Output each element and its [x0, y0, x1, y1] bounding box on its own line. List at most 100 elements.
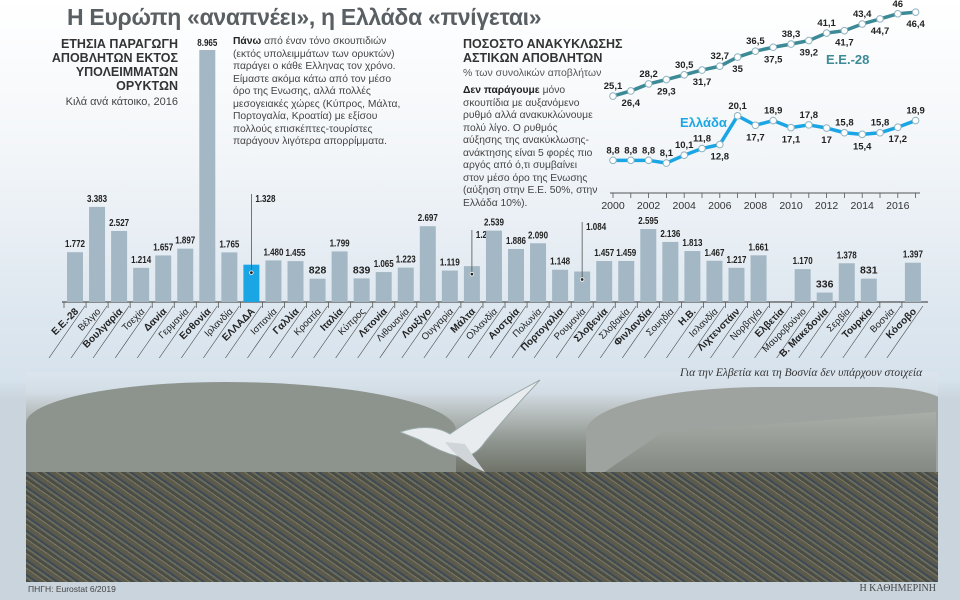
series-0-point-5 [698, 66, 706, 74]
commentary-lead: Πάνω [233, 36, 262, 47]
legend-greece: Ελλάδα [680, 115, 727, 130]
series-1-label-3: 8,1 [660, 148, 674, 159]
bar-value-label-30: 1.217 [727, 254, 747, 266]
bar-29 [706, 260, 723, 302]
series-0-point-13 [840, 26, 849, 35]
bar-value-label-16: 2.697 [418, 212, 438, 224]
bar-chart-subtitle: Κιλά ανά κάτοικο, 2016 [65, 96, 178, 108]
bar-38 [904, 262, 921, 302]
bar-label-leader-8 [225, 305, 262, 359]
series-1-point-7 [733, 112, 742, 120]
bar-value-label-29: 1.467 [704, 247, 724, 259]
bar-value-label-38: 1.397 [903, 249, 923, 261]
series-0-point-9 [769, 43, 778, 52]
title-line: ΥΠΟΛΕΙΜΜΑΤΩΝ [75, 65, 178, 79]
series-0-label-0: 25,1 [604, 81, 623, 92]
bar-label-leader-25 [600, 305, 637, 359]
series-1-label-17: 18,9 [906, 106, 925, 117]
title-line: ΟΡΥΚΤΩΝ [116, 79, 178, 93]
bar-label-leader-5 [159, 305, 196, 359]
bar-23 [574, 271, 591, 302]
title-line: ΠΟΣΟΣΤΟ ΑΝΑΚΥΚΛΩΣΗΣ [463, 37, 623, 51]
title-line: ΑΣΤΙΚΩΝ ΑΠΟΒΛΗΤΩΝ [463, 51, 603, 65]
bar-17 [441, 270, 458, 302]
bar-1 [89, 206, 106, 302]
bar-label-leader-33 [776, 305, 813, 359]
bar-value-label-19: 2.539 [484, 217, 504, 229]
series-0-label-1: 26,4 [622, 98, 641, 109]
series-1-point-2 [644, 156, 653, 165]
leader-dot-23 [579, 277, 585, 282]
bar-label-leader-29 [688, 305, 725, 359]
bar-value-label-28: 1.813 [682, 237, 702, 249]
bar-19 [485, 230, 502, 302]
bar-9 [265, 260, 282, 302]
bar-20 [508, 248, 524, 302]
series-0-label-7: 35 [732, 64, 743, 75]
bar-label-leader-17 [423, 305, 461, 359]
bar-label-leader-23 [555, 305, 593, 359]
bar-18 [463, 266, 480, 302]
x-tick-label-2008: 2008 [744, 200, 768, 212]
series-1-point-12 [822, 124, 831, 132]
x-tick-label-2010: 2010 [779, 200, 803, 212]
series-1-point-15 [876, 128, 884, 137]
series-1-label-0: 8,8 [606, 145, 619, 156]
series-0-label-13: 41,7 [835, 38, 854, 49]
landfill-photo [26, 372, 938, 582]
bar-label-leader-9 [247, 305, 284, 359]
bar-value-label-2: 2.527 [109, 217, 129, 229]
bar-3 [133, 267, 150, 302]
bar-27 [662, 241, 679, 302]
bar-value-label-31: 1.661 [749, 241, 769, 253]
bar-value-label-36: 831 [860, 265, 878, 277]
series-1-label-15: 15,8 [871, 118, 890, 129]
series-1-point-14 [858, 130, 867, 139]
series-1-point-17 [911, 116, 920, 125]
bar-label-leader-10 [269, 305, 306, 359]
series-1-label-13: 15,8 [835, 118, 854, 129]
bar-25 [618, 260, 635, 302]
series-1-label-4: 10,1 [675, 140, 694, 151]
bar-label-leader-35 [820, 305, 857, 359]
bar-value-label-12: 1.799 [330, 237, 350, 249]
bar-26 [640, 229, 657, 302]
commentary-lead: Δεν παράγουμε [463, 85, 540, 96]
series-0-label-11: 39,2 [800, 48, 819, 59]
series-0-point-3 [662, 75, 671, 84]
bar-16 [419, 226, 436, 302]
bar-value-label-5: 1.897 [175, 235, 195, 247]
series-0-point-2 [644, 80, 653, 88]
bar-13 [353, 278, 370, 302]
bar-value-label-34: 336 [816, 279, 834, 291]
series-0-point-7 [733, 53, 742, 61]
series-0-point-6 [716, 62, 724, 70]
page-title: Η Ευρώπη «αναπνέει», η Ελλάδα «πνίγεται» [67, 4, 542, 30]
bar-12 [331, 251, 348, 302]
bar-0 [67, 252, 83, 302]
series-0-label-6: 32,7 [711, 51, 730, 62]
series-1-point-1 [627, 156, 635, 165]
bar-21 [530, 243, 547, 302]
series-0-label-3: 29,3 [657, 87, 676, 98]
series-1-point-5 [698, 144, 706, 153]
bar-value-label-6: 8.965 [197, 37, 217, 49]
bar-value-label-15: 1.223 [396, 254, 416, 266]
legend-eu: Ε.Ε.-28 [826, 52, 869, 67]
series-1-point-3 [662, 159, 671, 167]
bar-value-label-26: 2.595 [638, 215, 658, 227]
bar-label-leader-32 [754, 305, 791, 359]
series-1-label-5: 11,8 [693, 134, 711, 145]
series-0-point-16 [894, 9, 902, 18]
bar-value-label-22: 1.148 [550, 256, 570, 268]
series-1-point-0 [609, 156, 617, 165]
series-0-point-11 [805, 36, 813, 45]
bar-30 [728, 267, 745, 302]
series-0-label-17: 46,4 [906, 19, 925, 30]
bar-value-label-24: 1.457 [594, 247, 614, 259]
bar-label-leader-2 [92, 305, 130, 359]
commentary-text: μόνο σκουπίδια με αυξανόμενο ρυθμό αλλά … [463, 85, 598, 209]
bar-chart-commentary: Πάνω από έναν τόνο σκουπιδιών (εκτός υπο… [233, 36, 401, 149]
